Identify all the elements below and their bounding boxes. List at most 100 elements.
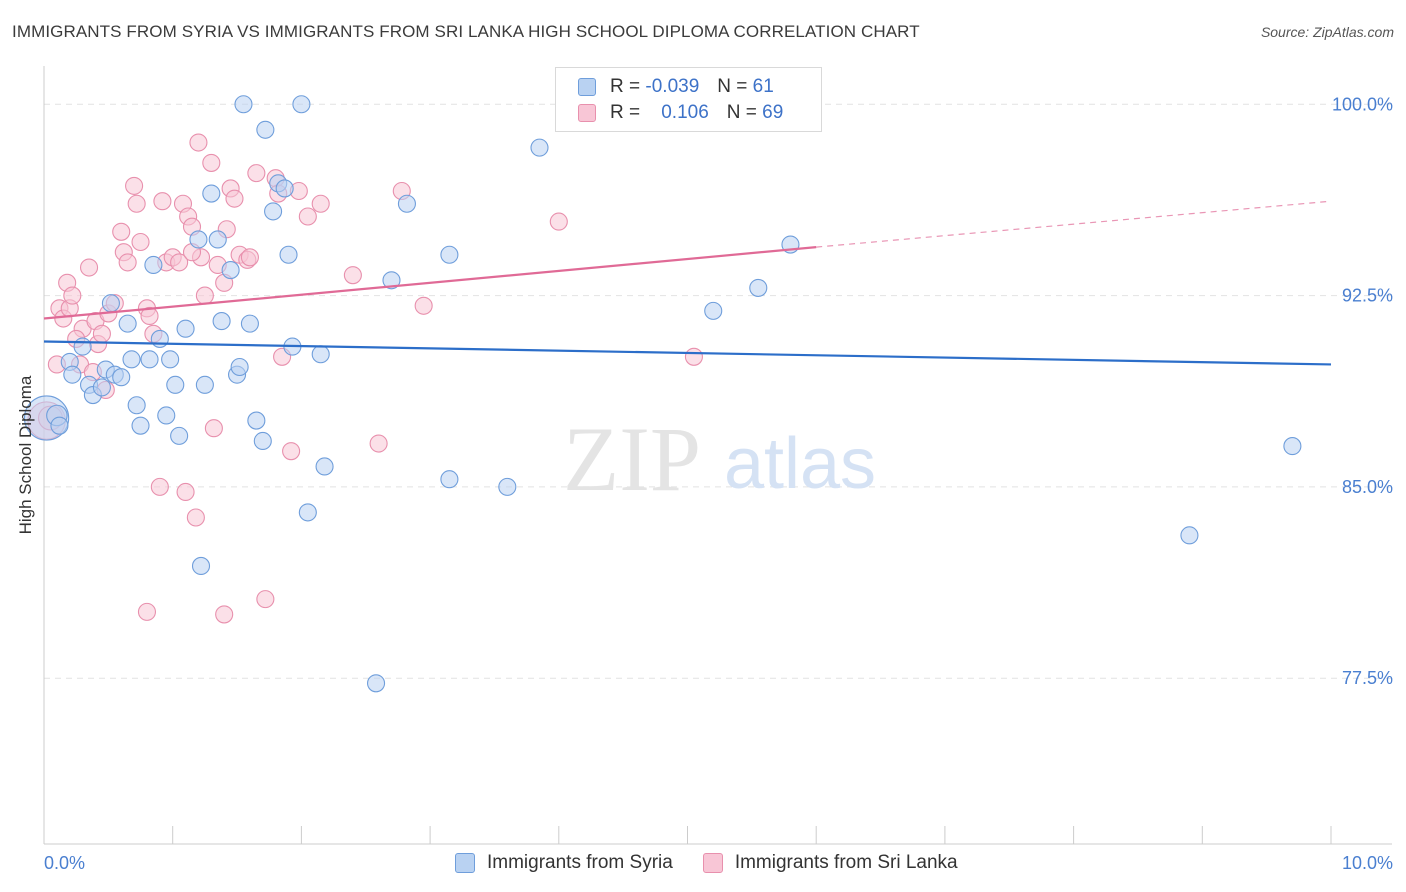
point-syria — [247, 411, 266, 430]
axes — [43, 66, 1392, 845]
point-syria — [749, 278, 768, 297]
point-syria — [240, 314, 259, 333]
point-srilanka — [137, 602, 157, 621]
point-syria — [170, 426, 189, 445]
point-syria — [230, 357, 249, 377]
point-srilanka — [225, 189, 244, 208]
x-tick-label-right: 10.0% — [1342, 853, 1393, 873]
point-srilanka — [549, 212, 568, 231]
legend-item-srilanka[interactable]: Immigrants from Sri Lanka — [702, 852, 958, 874]
legend-n-srilanka: 69 — [762, 102, 784, 123]
y-tick-label: 92.5% — [1342, 286, 1393, 306]
point-syria — [176, 319, 195, 338]
point-syria — [150, 329, 169, 348]
point-srilanka — [63, 286, 82, 305]
point-syria — [311, 345, 330, 364]
point-syria — [212, 312, 231, 331]
grid-lines — [44, 103, 1392, 679]
trend-lines — [43, 200, 1332, 366]
legend-r-syria: -0.039 — [645, 76, 700, 97]
chart-title: IMMIGRANTS FROM SYRIA VS IMMIGRANTS FROM… — [12, 22, 920, 41]
point-srilanka — [215, 605, 234, 624]
point-srilanka — [186, 508, 205, 527]
y-tick-label: 100.0% — [1332, 94, 1393, 114]
y-tick-label: 85.0% — [1342, 477, 1393, 497]
legend-row-srilanka: R = 0.106 N = 69 — [578, 101, 783, 125]
point-srilanka — [79, 258, 99, 277]
point-srilanka — [684, 347, 703, 366]
point-srilanka — [202, 153, 221, 172]
watermark: ZIP atlas — [563, 408, 876, 510]
legend-swatch-syria — [578, 78, 596, 96]
point-syria — [397, 194, 416, 213]
point-syria — [298, 503, 317, 522]
point-syria — [63, 365, 82, 384]
point-srilanka — [414, 296, 433, 315]
legend-label-srilanka: Immigrants from Sri Lanka — [734, 852, 958, 873]
point-syria — [92, 378, 111, 397]
point-srilanka — [343, 266, 362, 285]
legend-label-syria: Immigrants from Syria — [487, 852, 673, 873]
point-srilanka — [150, 477, 169, 496]
point-srilanka — [369, 434, 388, 453]
point-srilanka — [153, 192, 172, 211]
point-syria — [530, 138, 549, 157]
point-syria — [292, 95, 311, 114]
legend-n-label: N = — [717, 76, 748, 97]
point-srilanka — [176, 482, 195, 502]
point-srilanka — [256, 590, 275, 609]
watermark-zip: ZIP — [563, 408, 701, 510]
point-syria — [189, 230, 208, 249]
point-srilanka — [204, 419, 223, 438]
legend-r-srilanka: 0.106 — [661, 102, 709, 123]
point-syria — [131, 416, 150, 435]
y-tick-label: 77.5% — [1342, 668, 1393, 688]
trend-line-srilanka-extension — [816, 200, 1332, 248]
point-syria — [382, 271, 401, 290]
point-syria — [253, 431, 272, 451]
bottom-legend: Immigrants from Syria Immigrants from Sr… — [455, 852, 988, 874]
point-syria — [440, 245, 459, 264]
point-srilanka — [131, 232, 150, 252]
legend-swatch-srilanka — [702, 853, 723, 873]
point-syria — [202, 184, 221, 203]
point-syria — [118, 314, 137, 333]
point-syria — [366, 674, 386, 693]
legend-swatch-srilanka — [578, 104, 596, 122]
legend-item-syria[interactable]: Immigrants from Syria — [455, 852, 673, 874]
tick-labels: 100.0% 92.5% 85.0% 77.5% 0.0% 10.0% — [44, 94, 1393, 873]
point-syria — [256, 120, 275, 139]
legend-r-label: R = — [610, 76, 641, 97]
legend-n-label: N = — [726, 102, 757, 123]
legend-row-syria: R = -0.039 N = 61 — [578, 75, 774, 99]
point-srilanka — [240, 248, 259, 267]
point-syria — [127, 396, 146, 415]
legend-swatch-syria — [455, 853, 475, 873]
point-srilanka — [140, 306, 159, 326]
point-srilanka — [170, 253, 189, 272]
point-srilanka — [127, 194, 146, 213]
point-syria — [73, 337, 92, 356]
series-syria — [23, 95, 1302, 693]
y-axis-label: High School Diploma — [16, 375, 35, 535]
point-syria — [122, 350, 141, 369]
point-srilanka — [125, 176, 144, 195]
legend-n-syria: 61 — [752, 76, 774, 97]
point-syria — [275, 179, 294, 198]
point-syria — [498, 477, 517, 496]
point-syria — [208, 230, 227, 249]
point-srilanka — [247, 164, 266, 183]
point-srilanka — [311, 194, 330, 213]
point-srilanka — [112, 222, 131, 241]
point-syria — [101, 294, 120, 313]
point-syria — [140, 350, 159, 369]
point-syria — [264, 202, 283, 221]
watermark-atlas: atlas — [724, 424, 876, 504]
point-srilanka — [92, 324, 111, 343]
point-srilanka — [282, 442, 301, 461]
source-credit: Source: ZipAtlas.com — [1260, 24, 1394, 40]
point-syria — [279, 245, 298, 264]
point-syria — [144, 255, 163, 275]
point-srilanka — [189, 133, 208, 152]
